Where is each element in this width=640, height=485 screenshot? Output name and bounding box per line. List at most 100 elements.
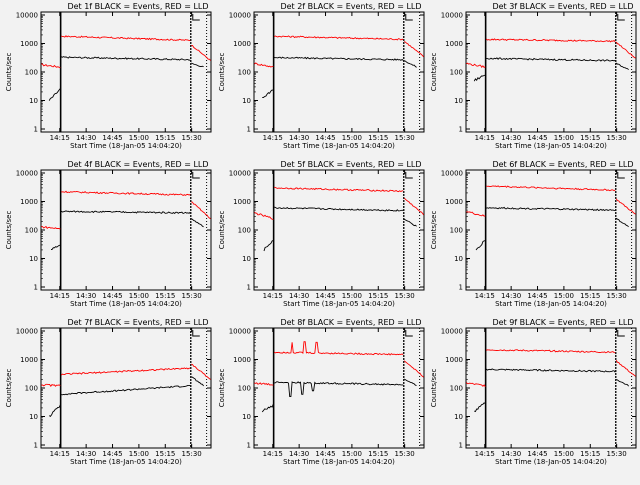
- y-tick-label: 1000: [20, 40, 38, 48]
- events-series-line: [261, 378, 417, 413]
- plot-frame: [465, 327, 637, 449]
- x-tick-label: 14:15: [263, 292, 283, 300]
- panel-5: Det 5f BLACK = Events, RED = LLD 1 10 100 10…: [218, 160, 425, 308]
- y-tick-label: 10: [29, 255, 38, 263]
- events-series-line: [263, 206, 417, 252]
- marker-bracket: [405, 14, 413, 21]
- x-tick-label: 15:15: [580, 450, 600, 458]
- x-tick-label: 15:30: [182, 292, 202, 300]
- panel-4: Det 4f BLACK = Events, RED = LLD 1 10 100 10…: [5, 160, 212, 308]
- x-tick-label: 14:15: [50, 134, 70, 142]
- y-tick-label: 100: [25, 69, 38, 77]
- marker-bracket: [617, 14, 625, 21]
- y-tick-label: 1000: [233, 356, 251, 364]
- lld-series-line: [466, 185, 636, 217]
- y-tick-label: 10000: [229, 12, 251, 20]
- y-axis-label: Counts/sec: [218, 211, 226, 250]
- y-tick-label: 100: [25, 385, 38, 393]
- x-tick-label: 14:30: [289, 134, 309, 142]
- y-tick-label: 100: [450, 385, 463, 393]
- x-tick-label: 15:00: [554, 134, 574, 142]
- x-tick-label: 15:15: [155, 134, 175, 142]
- y-tick-label: 10: [454, 255, 463, 263]
- x-tick-label: 15:00: [342, 134, 362, 142]
- x-tick-label: 15:30: [182, 450, 202, 458]
- x-tick-label: 14:30: [76, 134, 96, 142]
- panel-title: Det 9f BLACK = Events, RED = LLD: [492, 318, 633, 327]
- y-tick-label: 100: [450, 227, 463, 235]
- x-tick-label: 14:45: [315, 134, 335, 142]
- y-axis-label: Counts/sec: [218, 53, 226, 92]
- x-tick-label: 14:15: [50, 450, 70, 458]
- y-tick-label: 100: [25, 227, 38, 235]
- y-tick-label: 1000: [20, 356, 38, 364]
- y-axis-label: Counts/sec: [430, 53, 438, 92]
- marker-bracket: [617, 330, 625, 337]
- x-tick-label: 15:00: [129, 292, 149, 300]
- plot-frame: [40, 327, 212, 449]
- x-tick-label: 14:45: [527, 450, 547, 458]
- plot-frame: [253, 11, 425, 133]
- x-tick-label: 15:30: [607, 292, 627, 300]
- panel-title: Det 5f BLACK = Events, RED = LLD: [280, 160, 421, 169]
- panel-8: Det 8f BLACK = Events, RED = LLD 1 10 100 10…: [218, 318, 425, 466]
- y-tick-label: 1: [459, 284, 463, 292]
- y-axis-label: Counts/sec: [5, 211, 13, 250]
- x-tick-label: 14:30: [501, 450, 521, 458]
- lld-series-line: [253, 35, 424, 68]
- events-series-line: [48, 56, 204, 101]
- events-series-line: [475, 206, 629, 251]
- x-axis-label: Start Time (18-Jan-05 14:04:20): [283, 142, 395, 150]
- x-tick-label: 15:30: [182, 134, 202, 142]
- panel-title: Det 2f BLACK = Events, RED = LLD: [280, 2, 421, 11]
- events-series-line: [50, 210, 204, 250]
- x-tick-label: 14:45: [102, 450, 122, 458]
- x-tick-label: 15:15: [580, 134, 600, 142]
- panel-title: Det 7f BLACK = Events, RED = LLD: [67, 318, 208, 327]
- panel-1: Det 1f BLACK = Events, RED = LLD 1 10 100 10…: [5, 2, 212, 150]
- events-series-line: [48, 376, 204, 418]
- plot-frame: [253, 327, 425, 449]
- y-axis-label: Counts/sec: [430, 369, 438, 408]
- x-tick-label: 14:30: [289, 450, 309, 458]
- x-tick-label: 15:15: [155, 292, 175, 300]
- lld-series-line: [41, 35, 211, 69]
- x-axis-label: Start Time (18-Jan-05 14:04:20): [283, 458, 395, 466]
- y-tick-label: 1000: [233, 40, 251, 48]
- y-tick-label: 10000: [229, 170, 251, 178]
- y-tick-label: 1000: [20, 198, 38, 206]
- x-axis-label: Start Time (18-Jan-05 14:04:20): [495, 142, 607, 150]
- y-tick-label: 100: [450, 69, 463, 77]
- x-tick-label: 14:15: [50, 292, 70, 300]
- y-tick-label: 10: [454, 413, 463, 421]
- y-tick-label: 10: [242, 97, 251, 105]
- x-axis-label: Start Time (18-Jan-05 14:04:20): [70, 300, 182, 308]
- x-tick-label: 14:30: [76, 292, 96, 300]
- x-axis-label: Start Time (18-Jan-05 14:04:20): [495, 300, 607, 308]
- y-tick-label: 1: [247, 442, 251, 450]
- lld-series-line: [466, 38, 636, 68]
- y-tick-label: 10000: [441, 12, 463, 20]
- x-tick-label: 15:00: [554, 450, 574, 458]
- x-tick-label: 14:15: [475, 134, 495, 142]
- y-tick-label: 10000: [16, 170, 38, 178]
- marker-bracket: [405, 172, 413, 179]
- y-axis-label: Counts/sec: [218, 369, 226, 408]
- x-tick-label: 14:15: [263, 450, 283, 458]
- panel-title: Det 6f BLACK = Events, RED = LLD: [492, 160, 633, 169]
- y-tick-label: 1000: [233, 198, 251, 206]
- x-axis-label: Start Time (18-Jan-05 14:04:20): [495, 458, 607, 466]
- x-tick-label: 14:30: [501, 134, 521, 142]
- x-tick-label: 15:15: [580, 292, 600, 300]
- x-tick-label: 15:30: [395, 450, 415, 458]
- events-series-line: [473, 57, 629, 82]
- x-tick-label: 15:00: [342, 450, 362, 458]
- y-tick-label: 100: [238, 227, 251, 235]
- y-axis-label: Counts/sec: [5, 53, 13, 92]
- x-tick-label: 14:45: [527, 292, 547, 300]
- panel-title: Det 8f BLACK = Events, RED = LLD: [280, 318, 421, 327]
- y-tick-label: 1000: [445, 40, 463, 48]
- lld-series-line: [465, 349, 636, 387]
- x-axis-label: Start Time (18-Jan-05 14:04:20): [70, 458, 182, 466]
